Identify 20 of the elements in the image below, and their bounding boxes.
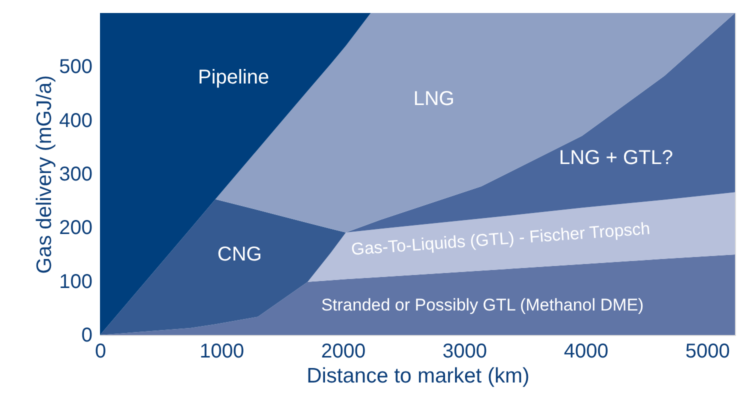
series-label: CNG [217,244,262,266]
series-label: LNG + GTL? [559,146,673,169]
y-tick-label: 100 [59,270,92,293]
x-axis-title: Distance to market (km) [306,364,530,388]
y-tick-label: 200 [59,217,92,240]
series-label: LNG [413,88,454,110]
series-label: Stranded or Possibly GTL (Methanol DME) [321,295,644,314]
x-tick-label: 1000 [200,340,244,362]
series-label: Gas-To-Liquids (GTL) - Fischer Tropsch [350,219,651,259]
x-tick-label: 0 [94,340,106,362]
x-tick-label: 3000 [442,340,487,362]
x-tick-label: 4000 [564,340,608,362]
x-tick-label: 5000 [685,340,730,362]
x-tick-label: 2000 [321,340,366,362]
y-axis-title: Gas delivery (mGJ/a) [33,75,56,274]
y-tick-label: 500 [59,56,92,78]
y-tick-label: 0 [81,324,92,346]
y-tick-label: 400 [59,110,92,132]
series-label: Pipeline [198,66,270,88]
y-tick-label: 300 [59,164,92,186]
